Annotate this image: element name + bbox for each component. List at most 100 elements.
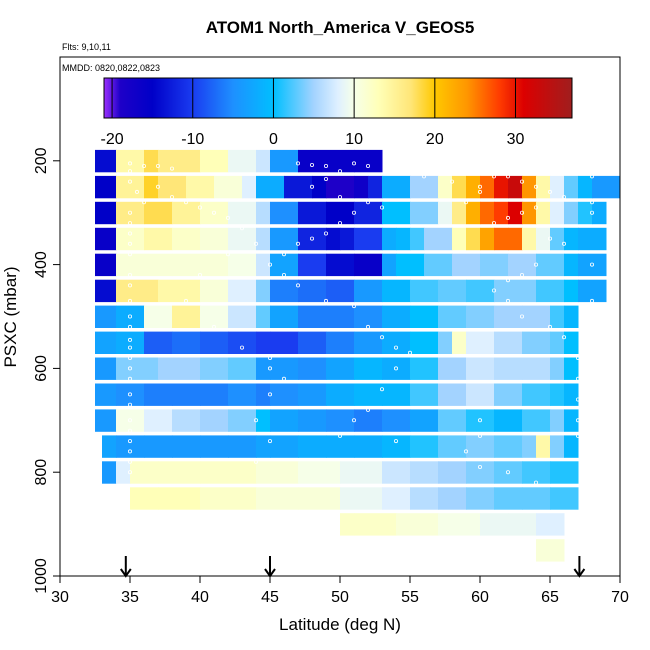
heatmap-cell (410, 201, 439, 225)
sample-point (379, 205, 384, 210)
heatmap-cell (130, 461, 159, 484)
heatmap-cell (550, 383, 565, 406)
sample-point (337, 195, 342, 200)
sample-point (239, 345, 244, 350)
sample-point (211, 210, 216, 215)
heatmap-cell (256, 409, 271, 432)
sample-point (295, 161, 300, 166)
heatmap-cell (116, 279, 159, 303)
heatmap-cell (438, 435, 467, 458)
sample-point (127, 241, 132, 246)
sample-point (548, 236, 553, 241)
heatmap-cell (494, 461, 523, 484)
sample-point (576, 433, 581, 438)
heatmap-cell (438, 279, 467, 303)
heatmap-cell (536, 175, 551, 199)
heatmap-cell (536, 227, 551, 251)
heatmap-cell (326, 357, 355, 380)
heatmap-cell (466, 227, 481, 251)
heatmap-cell (228, 305, 257, 328)
heatmap-cell (228, 383, 257, 406)
heatmap-cell (382, 279, 411, 303)
x-tick-label: 40 (191, 589, 209, 606)
heatmap-cell (466, 201, 481, 225)
heatmap-cell (578, 175, 593, 199)
heatmap-cell (270, 149, 299, 173)
heatmap-cell (298, 461, 341, 484)
y-tick-label: 800 (33, 459, 50, 486)
heatmap-cell (270, 227, 299, 251)
heatmap-cell (494, 331, 523, 354)
heatmap-cell (298, 487, 341, 510)
heatmap-cell (200, 487, 257, 510)
sample-point (197, 272, 202, 277)
heatmap-cell (550, 201, 565, 225)
heatmap-cell (256, 227, 271, 251)
heatmap-cell (480, 227, 495, 251)
sample-point (491, 288, 496, 293)
sample-point (127, 345, 132, 350)
sample-point (393, 366, 398, 371)
sample-point (141, 200, 146, 205)
colorbar: -20 -10 0 10 20 30 (101, 77, 573, 148)
sample-point (127, 231, 132, 236)
heatmap-cell (172, 201, 201, 225)
x-tick-label: 60 (471, 589, 489, 606)
heatmap-cell (144, 435, 173, 458)
heatmap-cell (200, 357, 229, 380)
heatmap-cell (340, 227, 355, 251)
heatmap-cell (326, 227, 341, 251)
heatmap-cell (564, 435, 579, 458)
heatmap-cell (116, 409, 145, 432)
heatmap-cell (326, 253, 355, 277)
heatmap-cell (242, 175, 257, 199)
sample-point (449, 179, 454, 184)
sample-point (477, 184, 482, 189)
heatmap-cell (144, 175, 159, 199)
sample-point (379, 335, 384, 340)
heatmap-cell (550, 331, 565, 354)
heatmap-cell (354, 383, 383, 406)
sample-point (351, 210, 356, 215)
heatmap-cell (326, 279, 355, 303)
heatmap-cell (382, 487, 411, 510)
heatmap-cell (536, 253, 565, 277)
heatmap-cell (270, 357, 299, 380)
heatmap-cell (382, 409, 411, 432)
heatmap-cell (228, 279, 257, 303)
heatmap-cell (144, 201, 173, 225)
heatmap-cell (480, 253, 509, 277)
heatmap-cell (550, 227, 565, 251)
heatmap-cell (354, 331, 383, 354)
heatmap-cell (95, 279, 117, 303)
heatmap-cell (494, 383, 523, 406)
heatmap-cell (200, 409, 229, 432)
heatmap-cell (270, 383, 299, 406)
y-tick-label: 200 (33, 147, 50, 174)
heatmap-cell (522, 435, 537, 458)
heatmap-cell (382, 435, 411, 458)
sample-point (421, 174, 426, 179)
heatmap-cell (522, 487, 551, 510)
sample-point (505, 298, 510, 303)
heatmap-cell (172, 409, 201, 432)
heatmap-cell (592, 201, 607, 225)
heatmap-cell (564, 305, 579, 328)
heatmap-cell (116, 175, 145, 199)
heatmap-cell (494, 175, 509, 199)
x-axis-title: Latitude (deg N) (279, 615, 401, 634)
heatmap-cell (382, 201, 411, 225)
sample-point (267, 439, 272, 444)
sample-point (590, 298, 595, 303)
heatmap-cell (228, 409, 257, 432)
heatmap-cell (438, 461, 467, 484)
heatmap-cell (424, 253, 453, 277)
sample-point (393, 345, 398, 350)
arrow-head-icon (573, 568, 586, 578)
heatmap-cell (550, 357, 565, 380)
sample-point (534, 205, 539, 210)
heatmap-cell (438, 201, 453, 225)
heatmap-cell (144, 383, 173, 406)
heatmap-cell (522, 461, 551, 484)
heatmap-cell (564, 201, 579, 225)
